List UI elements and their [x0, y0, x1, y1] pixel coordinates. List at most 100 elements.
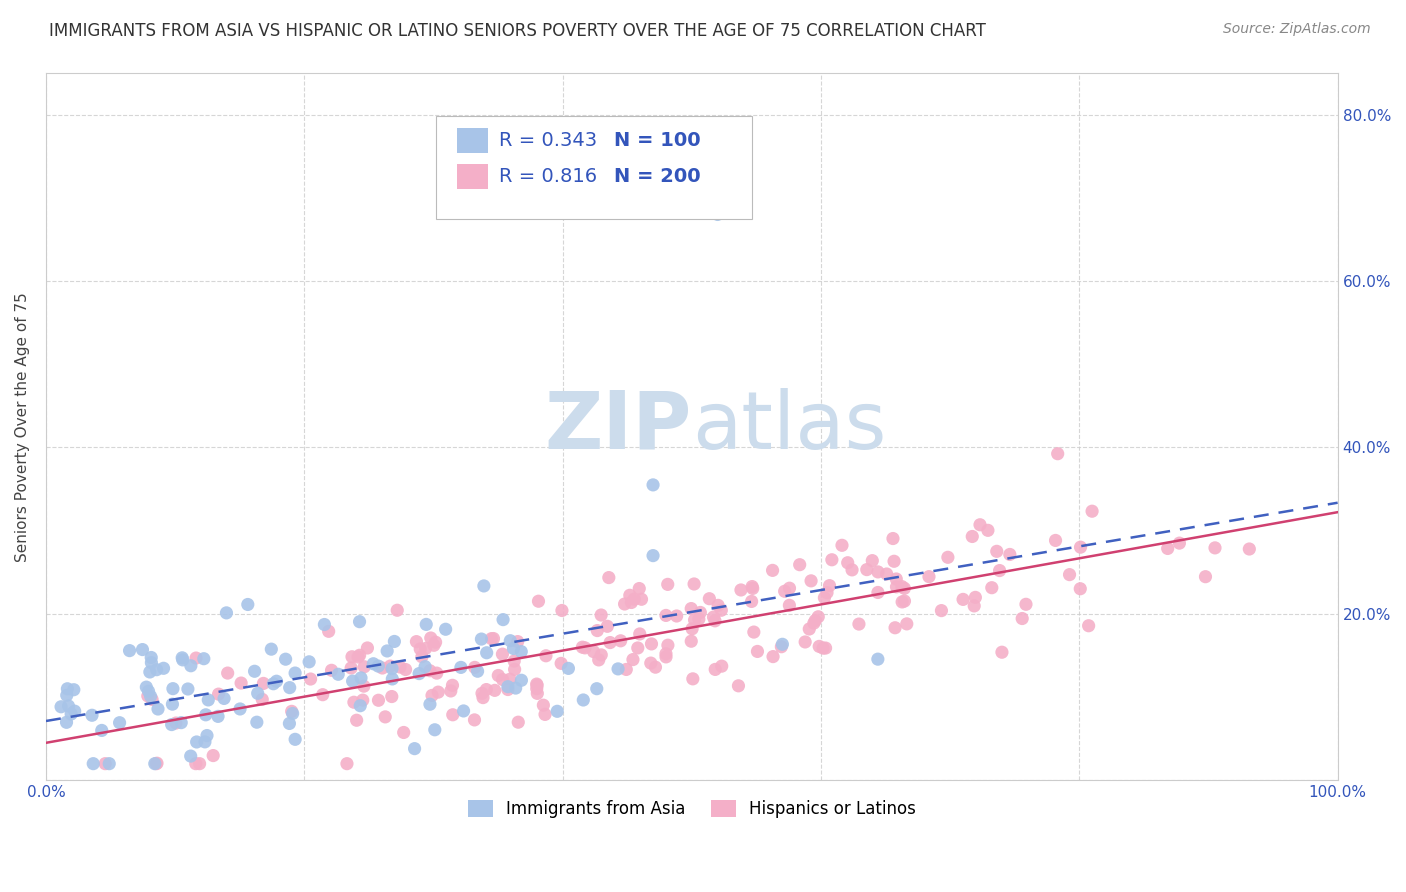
Point: [141, 656, 163, 670]
Point: [463, 713, 485, 727]
Point: [170, 715, 193, 730]
Point: [136, 689, 159, 703]
Point: [882, 532, 904, 546]
Point: [252, 676, 274, 690]
Point: [1077, 618, 1099, 632]
Point: [808, 640, 831, 654]
Point: [409, 642, 432, 657]
Point: [274, 652, 297, 666]
Point: [831, 538, 853, 552]
Point: [963, 599, 986, 613]
Point: [353, 659, 375, 673]
Point: [657, 638, 679, 652]
Point: [586, 624, 609, 638]
Point: [778, 599, 800, 613]
Point: [699, 591, 721, 606]
Point: [510, 673, 533, 688]
Point: [146, 702, 169, 716]
Point: [980, 581, 1002, 595]
Point: [800, 574, 823, 588]
Point: [60, 706, 83, 721]
Text: Source: ZipAtlas.com: Source: ZipAtlas.com: [1223, 22, 1371, 37]
Point: [343, 695, 366, 709]
Text: R = 0.343: R = 0.343: [499, 130, 598, 150]
Point: [278, 681, 301, 695]
Point: [546, 704, 568, 718]
Point: [426, 666, 449, 681]
Point: [207, 687, 229, 701]
Point: [1070, 540, 1092, 554]
Point: [350, 671, 373, 685]
Point: [655, 649, 678, 664]
Point: [641, 478, 664, 492]
Point: [246, 686, 269, 700]
Point: [450, 660, 472, 674]
Point: [630, 592, 652, 607]
Point: [770, 637, 793, 651]
Point: [773, 584, 796, 599]
Point: [197, 693, 219, 707]
Point: [118, 643, 141, 657]
Point: [1168, 536, 1191, 550]
Point: [1157, 541, 1180, 556]
Point: [969, 517, 991, 532]
Point: [165, 716, 187, 731]
Point: [194, 735, 217, 749]
Point: [381, 662, 404, 676]
Point: [655, 647, 678, 661]
Point: [347, 650, 370, 665]
Point: [486, 668, 509, 682]
Point: [394, 663, 416, 677]
Point: [349, 698, 371, 713]
Point: [681, 622, 703, 636]
Point: [349, 648, 371, 663]
Point: [352, 693, 374, 707]
Point: [318, 624, 340, 639]
Y-axis label: Seniors Poverty Over the Age of 75: Seniors Poverty Over the Age of 75: [15, 292, 30, 562]
Point: [807, 609, 830, 624]
Point: [423, 723, 446, 737]
Point: [90, 723, 112, 738]
Point: [644, 660, 666, 674]
Point: [682, 672, 704, 686]
Point: [284, 732, 307, 747]
Point: [502, 641, 524, 656]
Point: [582, 644, 605, 658]
Point: [419, 631, 441, 645]
Point: [641, 549, 664, 563]
Point: [804, 614, 827, 628]
Point: [884, 572, 907, 586]
Point: [491, 673, 513, 687]
Point: [367, 693, 389, 707]
Point: [681, 601, 703, 615]
Point: [475, 646, 498, 660]
Point: [891, 595, 914, 609]
Point: [131, 642, 153, 657]
Point: [405, 634, 427, 648]
Point: [526, 678, 548, 692]
Point: [596, 619, 619, 633]
Point: [683, 613, 706, 627]
Point: [574, 640, 596, 655]
Point: [194, 707, 217, 722]
Point: [160, 717, 183, 731]
Point: [704, 662, 727, 676]
Point: [977, 524, 1000, 538]
Point: [534, 707, 557, 722]
Point: [1059, 567, 1081, 582]
Point: [890, 580, 912, 594]
Point: [180, 749, 202, 764]
Point: [441, 678, 464, 692]
Point: [321, 663, 343, 677]
Point: [202, 748, 225, 763]
Point: [475, 682, 498, 697]
Point: [298, 655, 321, 669]
Point: [779, 581, 801, 595]
Point: [1081, 504, 1104, 518]
Point: [534, 648, 557, 663]
Point: [415, 617, 437, 632]
Point: [367, 659, 389, 673]
Point: [58, 698, 80, 713]
Point: [404, 741, 426, 756]
Point: [813, 591, 835, 605]
